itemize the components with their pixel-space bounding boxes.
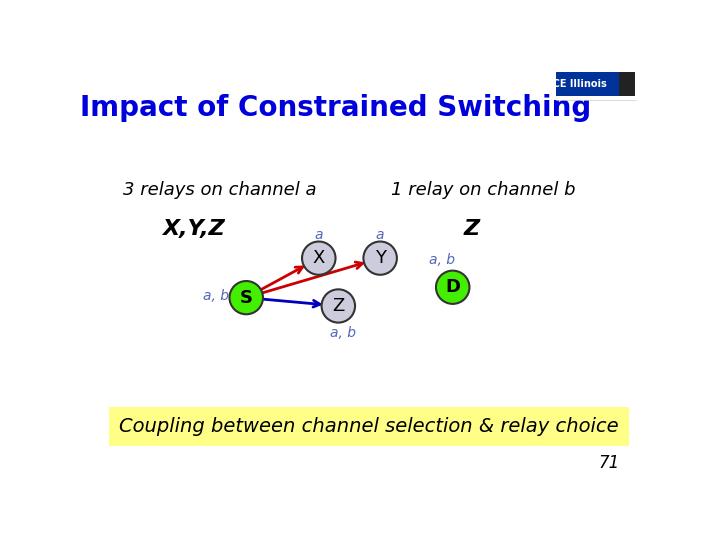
- Text: Z: Z: [464, 219, 480, 239]
- Ellipse shape: [322, 289, 355, 322]
- Ellipse shape: [364, 241, 397, 275]
- Text: a, b: a, b: [330, 326, 356, 340]
- Text: 1 relay on channel b: 1 relay on channel b: [392, 181, 576, 199]
- Text: X,Y,Z: X,Y,Z: [163, 219, 225, 239]
- Text: a: a: [376, 228, 384, 242]
- Text: Z: Z: [332, 297, 344, 315]
- Text: a: a: [315, 228, 323, 242]
- Text: Y: Y: [374, 249, 386, 267]
- Text: D: D: [445, 278, 460, 296]
- Ellipse shape: [302, 241, 336, 275]
- Text: Impact of Constrained Switching: Impact of Constrained Switching: [80, 94, 591, 122]
- FancyBboxPatch shape: [619, 72, 634, 96]
- Text: X: X: [312, 249, 325, 267]
- Ellipse shape: [436, 271, 469, 304]
- Text: 3 relays on channel a: 3 relays on channel a: [124, 181, 317, 199]
- Text: S: S: [240, 289, 253, 307]
- Text: 71: 71: [599, 454, 620, 472]
- Text: Coupling between channel selection & relay choice: Coupling between channel selection & rel…: [120, 417, 618, 436]
- FancyBboxPatch shape: [556, 72, 634, 96]
- Ellipse shape: [230, 281, 263, 314]
- Text: ECE Illinois: ECE Illinois: [546, 79, 607, 89]
- Text: a, b: a, b: [202, 288, 228, 302]
- Text: a, b: a, b: [428, 253, 454, 267]
